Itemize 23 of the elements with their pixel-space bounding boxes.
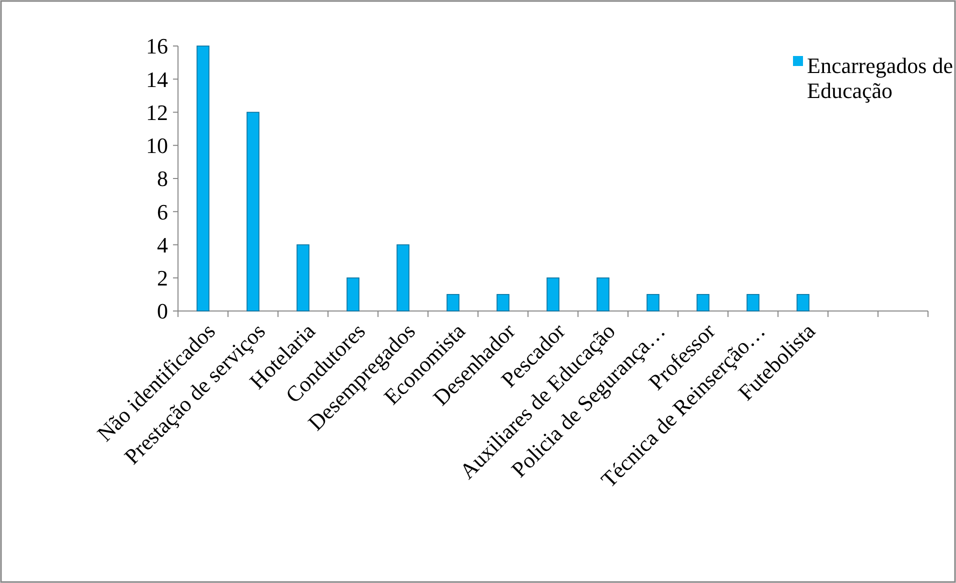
bar bbox=[746, 294, 760, 312]
y-tick-label: 12 bbox=[146, 100, 168, 125]
y-tick-label: 2 bbox=[157, 266, 168, 291]
bar bbox=[546, 277, 560, 312]
bar bbox=[446, 294, 460, 312]
bar bbox=[396, 244, 410, 312]
bar bbox=[246, 112, 260, 312]
legend-label: Encarregados de Educação bbox=[807, 52, 953, 104]
bar bbox=[696, 294, 710, 312]
bar bbox=[596, 277, 610, 312]
bar bbox=[196, 46, 210, 312]
y-tick-label: 16 bbox=[146, 34, 168, 59]
bar bbox=[646, 294, 660, 312]
y-tick-label: 14 bbox=[146, 66, 168, 92]
bar bbox=[346, 277, 360, 312]
bar bbox=[496, 294, 510, 312]
y-tick-label: 8 bbox=[157, 166, 168, 192]
y-tick-label: 0 bbox=[157, 298, 168, 324]
bar bbox=[796, 294, 810, 312]
bar bbox=[296, 244, 310, 312]
y-tick-label: 4 bbox=[157, 232, 168, 258]
y-tick-label: 10 bbox=[146, 133, 168, 158]
y-tick-label: 6 bbox=[157, 199, 168, 224]
